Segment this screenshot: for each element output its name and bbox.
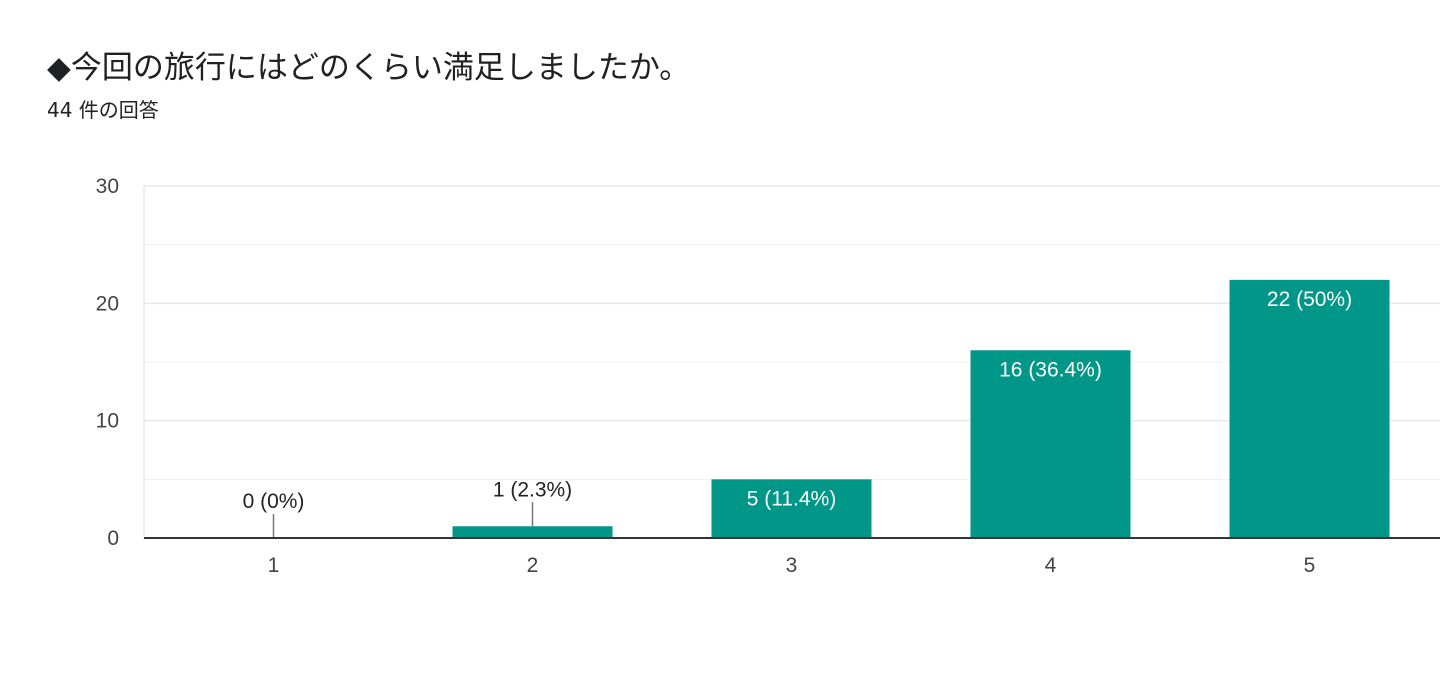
y-tick-label: 20 <box>96 292 119 315</box>
response-count: 44 件の回答 <box>47 98 159 122</box>
y-tick-label: 30 <box>96 175 119 198</box>
data-label: 1 (2.3%) <box>493 478 572 501</box>
data-label: 16 (36.4%) <box>999 358 1102 381</box>
bar <box>970 350 1131 538</box>
y-tick-label: 10 <box>96 410 119 433</box>
data-label: 5 (11.4%) <box>747 487 837 510</box>
x-tick-label: 2 <box>527 554 539 577</box>
x-tick-label: 5 <box>1304 554 1316 577</box>
chart-title: ◆今回の旅行にはどのくらい満足しましたか。 <box>47 50 691 86</box>
x-tick-label: 3 <box>786 554 798 577</box>
bar <box>452 526 613 538</box>
y-tick-label: 0 <box>107 527 119 550</box>
x-tick-label: 1 <box>268 554 280 577</box>
bar <box>1229 279 1390 538</box>
x-tick-label: 4 <box>1045 554 1057 577</box>
bar <box>711 479 872 538</box>
data-label: 22 (50%) <box>1267 288 1352 311</box>
data-label: 0 (0%) <box>243 490 305 513</box>
